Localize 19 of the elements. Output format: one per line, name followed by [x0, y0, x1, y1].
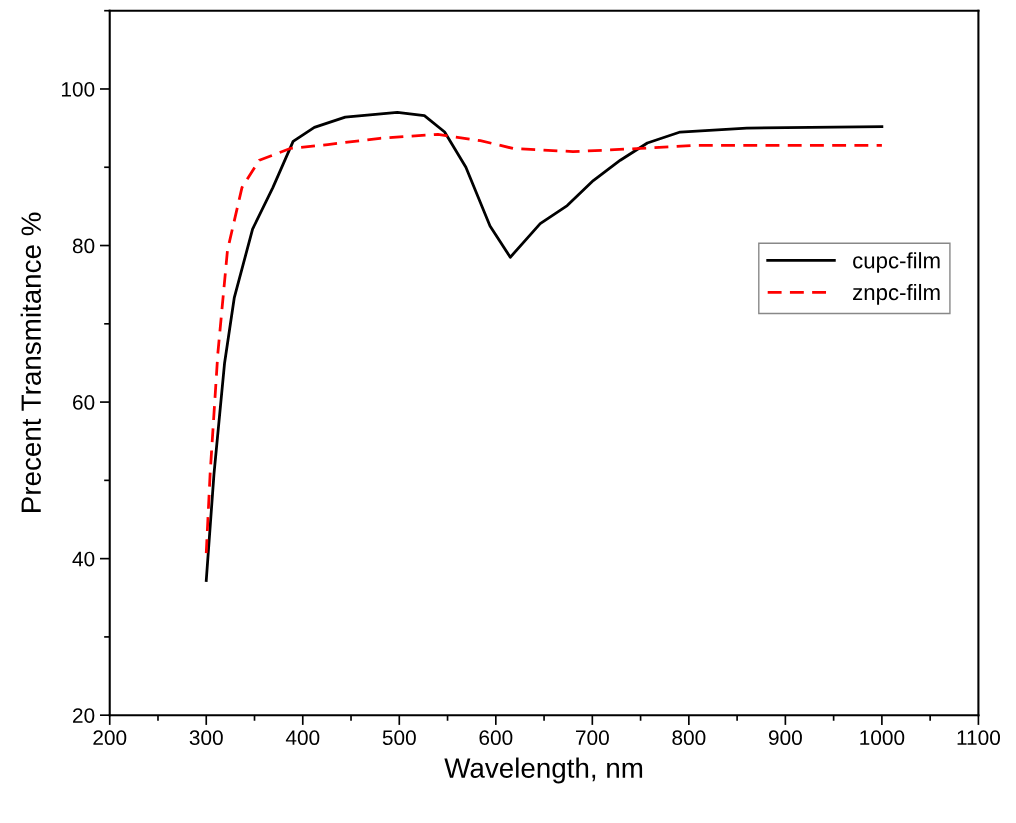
y-axis-title: Precent Transmitance % — [20, 212, 42, 512]
y-tick-label: 80 — [72, 238, 95, 254]
legend-label: znpc-film — [853, 283, 940, 305]
y-tick-label: 100 — [61, 81, 95, 97]
x-axis-title: Wavelength, nm — [444, 757, 643, 784]
y-tick-label: 40 — [72, 551, 95, 567]
x-tick-label: 400 — [285, 730, 320, 746]
x-tick-label: 300 — [189, 730, 223, 746]
x-tick-label: 500 — [382, 730, 416, 746]
x-tick-label: 600 — [479, 730, 513, 746]
x-tick-label: 1000 — [860, 730, 905, 746]
y-tick-label: 20 — [73, 708, 95, 723]
y-tick-label: 60 — [73, 395, 95, 410]
x-tick-label: 700 — [576, 730, 609, 746]
x-tick-label: 1100 — [957, 730, 1000, 746]
x-tick-label: 200 — [93, 730, 127, 746]
x-tick-label: 800 — [672, 730, 706, 746]
legend-label: cupc-film — [853, 252, 940, 273]
x-tick-label: 900 — [768, 730, 802, 746]
